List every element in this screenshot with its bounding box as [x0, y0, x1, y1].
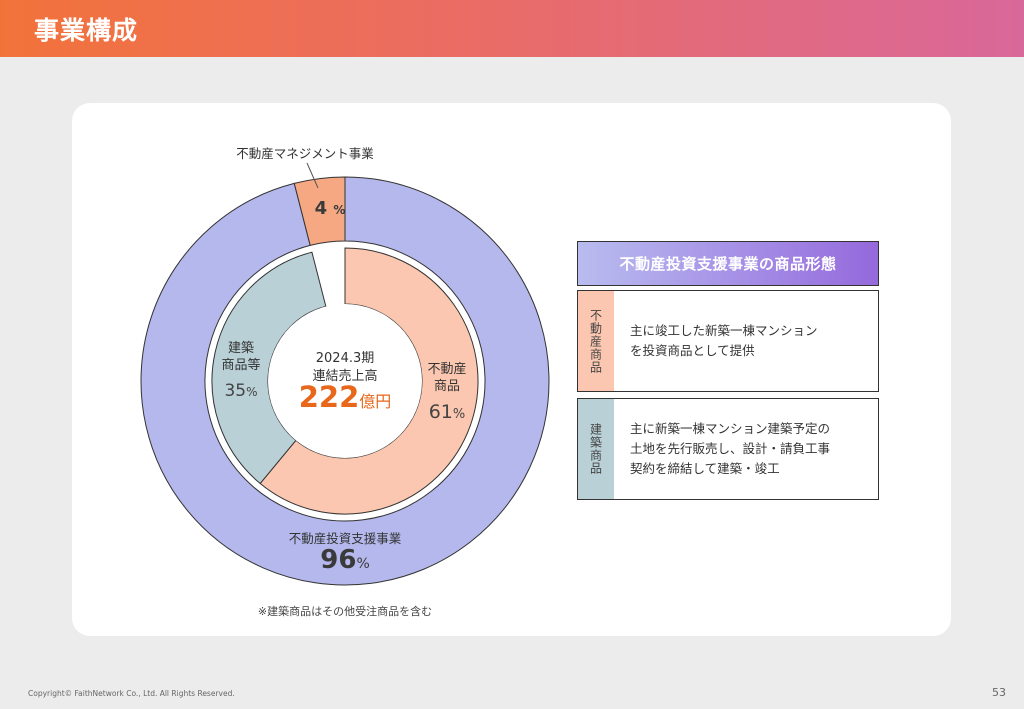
inner-value-realestate-number: 61 [428, 401, 453, 423]
outer-value-investment-unit: % [356, 556, 370, 572]
page-number: 53 [992, 686, 1006, 699]
panel-row-construction: 建築商品 主に新築一棟マンション建築予定の 土地を先行販売し、設計・請負工事 契… [577, 398, 879, 500]
outer-value-management-number: 4 [314, 198, 328, 219]
panel-row-text: 主に竣工した新築一棟マンション を投資商品として提供 [630, 323, 818, 358]
donut-center-hole [268, 304, 422, 458]
copyright: Copyright© FaithNetwork Co., Ltd. All Ri… [28, 689, 235, 698]
outer-value-management-unit: % [333, 203, 346, 217]
inner-value-construction-number: 35 [224, 381, 247, 401]
header-bar: 事業構成 [0, 0, 1024, 57]
center-metric: 連結売上高 [312, 369, 378, 384]
footnote: ※建築商品はその他受注商品を含む [257, 605, 433, 618]
outer-slice-investment [140, 176, 550, 586]
center-period: 2024.3期 [315, 351, 375, 366]
center-value-number: 222 [298, 380, 360, 414]
center-value: 222億円 [275, 380, 415, 414]
outer-label-investment: 不動産投資支援事業 [288, 531, 402, 546]
inner-label-construction: 建築 商品等 [221, 341, 261, 373]
panel-title: 不動産投資支援事業の商品形態 [577, 241, 879, 286]
panel-row-text: 主に新築一棟マンション建築予定の 土地を先行販売し、設計・請負工事 契約を締結し… [630, 421, 831, 476]
outer-value-management: 4 % [305, 198, 355, 219]
outer-value-investment-number: 96 [320, 545, 357, 575]
panel-row-tag: 建築商品 [578, 399, 614, 499]
outer-value-investment: 96% [290, 545, 400, 575]
center-value-unit: 億円 [359, 392, 392, 411]
inner-value-realestate: 61% [412, 401, 482, 423]
inner-value-realestate-unit: % [452, 407, 466, 422]
inner-label-realestate: 不動産 商品 [427, 362, 467, 394]
panel-row-tag: 不動産商品 [578, 291, 614, 391]
page-title: 事業構成 [34, 16, 139, 45]
inner-value-construction: 35% [206, 381, 276, 401]
outer-ring [140, 176, 550, 586]
inner-value-construction-unit: % [246, 385, 258, 399]
outer-label-management: 不動産マネジメント事業 [236, 146, 374, 161]
panel-row-realestate: 不動産商品 主に竣工した新築一棟マンション を投資商品として提供 [577, 290, 879, 392]
